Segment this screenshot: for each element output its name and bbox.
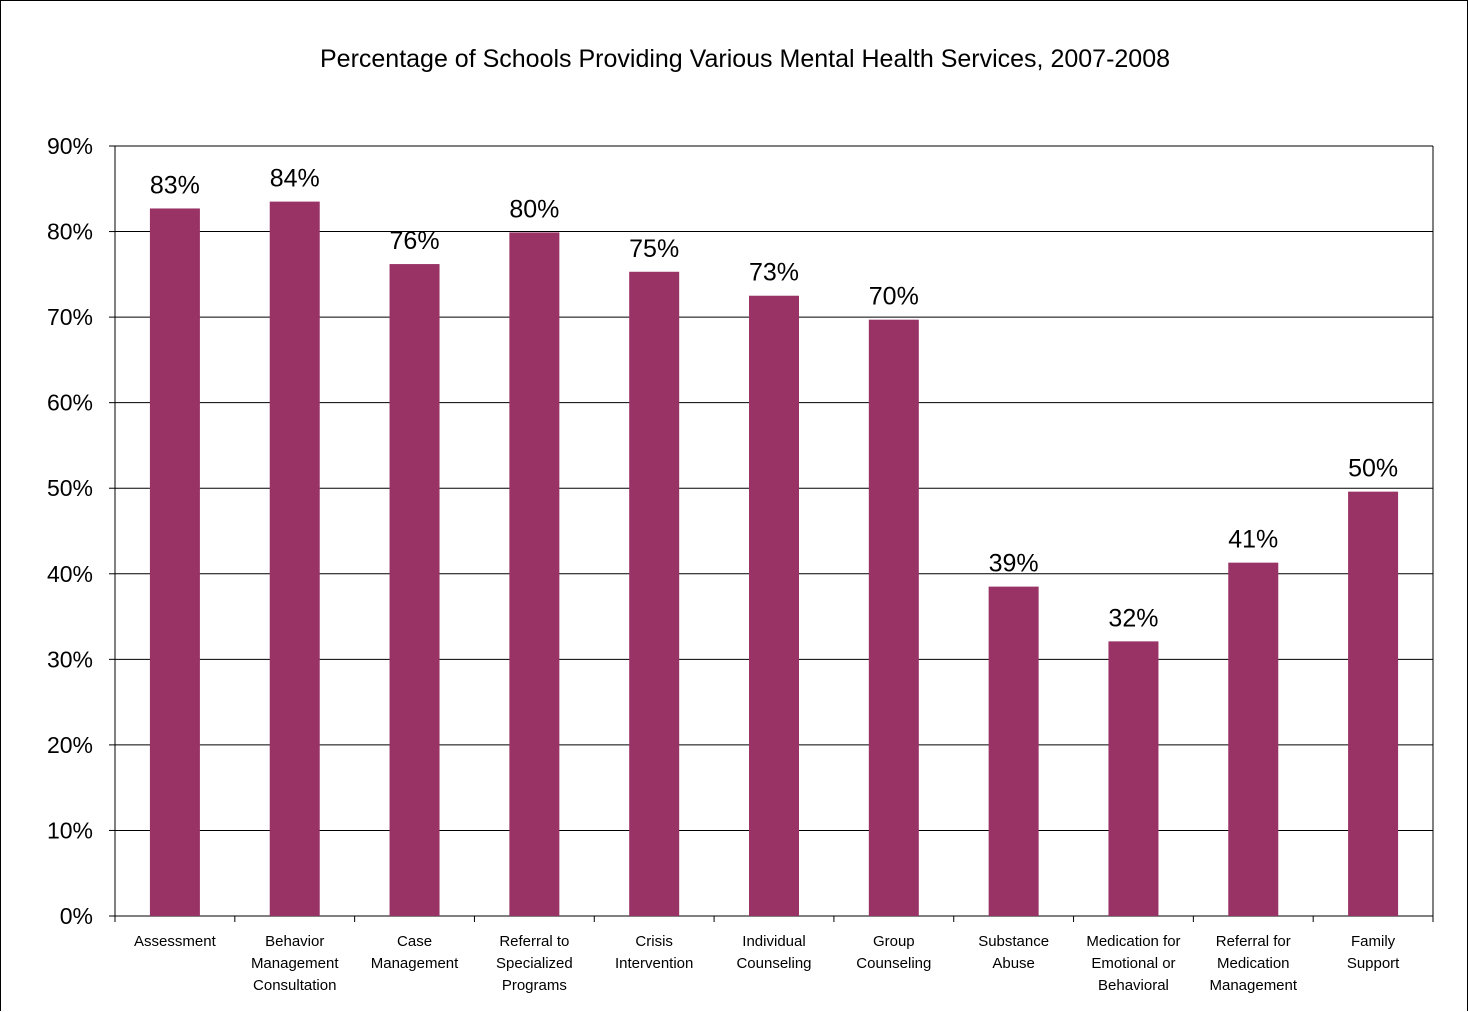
data-label: 32% <box>1108 604 1158 632</box>
x-tick-label: Assessment <box>134 933 217 950</box>
bar <box>749 295 799 916</box>
y-tick-label: 30% <box>47 646 93 672</box>
y-tick-label: 80% <box>47 219 93 245</box>
bars <box>149 201 1399 917</box>
data-label: 50% <box>1348 455 1398 483</box>
y-tick-labels: 0% 10% 20% 30% 40% 50% 60% 70% 80% 90% <box>47 133 93 929</box>
bar <box>988 586 1039 916</box>
bar <box>1348 491 1399 916</box>
data-label: 73% <box>749 259 799 287</box>
data-label: 80% <box>509 195 559 223</box>
y-tick-label: 70% <box>47 304 93 330</box>
bar <box>149 208 200 916</box>
bar <box>868 319 919 917</box>
y-tick-label: 50% <box>47 475 93 501</box>
data-label: 76% <box>390 227 440 255</box>
data-label: 83% <box>150 171 200 199</box>
x-tick-label: Family Support <box>1347 933 1400 972</box>
x-tick-label: Case Management <box>371 933 459 972</box>
bar <box>389 264 440 917</box>
y-tick-label: 40% <box>47 561 93 587</box>
x-tick-label: Substance Abuse <box>978 933 1049 972</box>
bar <box>629 271 680 916</box>
chart-title: Percentage of Schools Providing Various … <box>320 45 1170 73</box>
data-labels: 83% 84% 76% 80% 75% 73% 70% 39% 32% 41% 50% <box>150 165 1398 633</box>
y-tick-label: 90% <box>47 133 93 159</box>
x-tick-label: Individual Counseling <box>736 933 811 972</box>
x-tick-label: Crisis Intervention <box>615 933 693 972</box>
bar <box>1228 562 1279 916</box>
data-label: 84% <box>270 165 320 193</box>
bar <box>269 201 320 917</box>
x-tick-label: Behavior Management Consultation <box>251 933 339 994</box>
y-tick-label: 10% <box>47 817 93 843</box>
y-tick-label: 0% <box>60 903 93 929</box>
x-tick-labels: Assessment Behavior Management Consultation… <box>134 933 1400 994</box>
y-tick-label: 60% <box>47 390 93 416</box>
bar <box>1108 641 1159 916</box>
x-tick-label: Referral for Medication Management <box>1209 933 1297 994</box>
data-label: 70% <box>869 283 919 311</box>
data-label: 75% <box>629 235 679 263</box>
data-label: 41% <box>1228 526 1278 554</box>
x-tick-label: Group Counseling <box>856 933 931 972</box>
bar <box>509 232 560 916</box>
x-tick-label: Medication for Emotional or Behavioral <box>1086 933 1180 994</box>
x-tick-label: Referral to Specialized Programs <box>496 933 573 994</box>
data-label: 39% <box>989 550 1039 578</box>
y-tick-label: 20% <box>47 732 93 758</box>
